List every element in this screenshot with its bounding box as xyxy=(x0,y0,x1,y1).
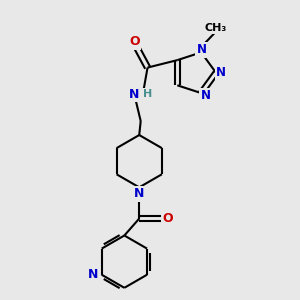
Text: H: H xyxy=(143,89,152,99)
Text: N: N xyxy=(197,44,207,56)
Text: N: N xyxy=(88,268,99,281)
Text: O: O xyxy=(163,212,173,225)
Text: N: N xyxy=(201,89,211,102)
Text: N: N xyxy=(216,66,226,79)
Text: CH₃: CH₃ xyxy=(205,23,227,33)
Text: N: N xyxy=(134,188,144,200)
Text: N: N xyxy=(129,88,140,101)
Text: O: O xyxy=(130,35,140,48)
